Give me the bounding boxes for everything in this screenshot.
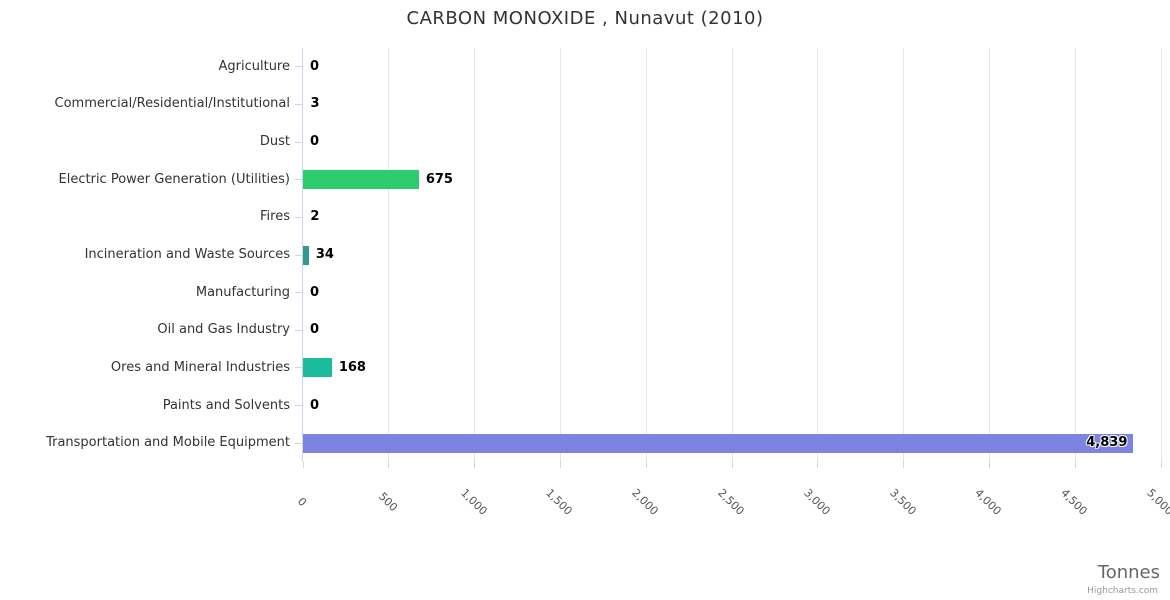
bar[interactable] (303, 433, 1134, 453)
x-axis-tick (645, 462, 647, 468)
value-label: 0 (310, 58, 320, 74)
x-axis-tick (903, 462, 905, 468)
x-tick-label: 5,000 (1144, 486, 1170, 518)
x-tick-label: 1,000 (457, 486, 490, 518)
category-label: Electric Power Generation (Utilities) (58, 171, 290, 187)
category-axis-tick (295, 405, 303, 407)
x-tick-label: 4,500 (1058, 486, 1090, 518)
x-tick-label: 4,000 (972, 486, 1005, 518)
x-tick-label: 0 (294, 494, 310, 510)
x-axis-tick (559, 462, 561, 468)
value-label: 168 (338, 359, 366, 375)
x-gridline (559, 48, 561, 462)
x-gridline (645, 48, 647, 462)
x-axis-tick (988, 462, 990, 468)
category-axis-tick (295, 179, 303, 181)
bar[interactable] (303, 170, 419, 190)
category-axis-tick (295, 103, 303, 105)
x-gridline (388, 48, 390, 462)
x-tick-label: 3,500 (886, 486, 919, 518)
x-tick-label: 1,500 (543, 486, 576, 518)
category-axis-tick (295, 216, 303, 218)
category-axis-tick (295, 442, 303, 444)
category-label: Ores and Mineral Industries (110, 359, 290, 375)
category-label: Paints and Solvents (162, 397, 290, 413)
category-label: Fires (260, 209, 290, 225)
x-gridline (988, 48, 990, 462)
x-tick-label: 2,500 (715, 486, 747, 518)
value-label: 34 (315, 247, 334, 262)
value-label: 4,839 (1086, 435, 1128, 451)
value-label: 0 (310, 284, 320, 300)
category-label: Manufacturing (195, 284, 290, 300)
category-axis-tick (295, 254, 303, 256)
value-label: 0 (310, 397, 320, 413)
x-tick-label: 3,000 (801, 486, 833, 518)
category-axis-tick (295, 292, 303, 294)
bar[interactable] (303, 358, 332, 378)
highcharts-credit-link[interactable]: Highcharts.com (1087, 586, 1158, 596)
category-axis-tick (295, 141, 303, 143)
x-gridline (731, 48, 733, 462)
x-axis-tick (731, 462, 733, 468)
value-label: 0 (310, 322, 320, 338)
x-axis-tick (388, 462, 390, 468)
category-axis-tick (295, 367, 303, 369)
category-label: Dust (259, 134, 290, 150)
x-gridline (817, 48, 819, 462)
x-gridline (1074, 48, 1076, 462)
x-gridline (1160, 48, 1162, 462)
x-axis-title: Tonnes (1097, 562, 1160, 583)
x-axis-tick (474, 462, 476, 468)
value-label: 2 (310, 209, 320, 225)
x-tick-label: 500 (375, 489, 400, 515)
category-axis-tick (295, 329, 303, 331)
value-label: 3 (310, 96, 320, 112)
category-axis-tick (295, 66, 303, 68)
x-axis-tick (1160, 462, 1162, 468)
category-label: Agriculture (218, 58, 291, 74)
category-label: Incineration and Waste Sources (84, 247, 290, 262)
category-label: Transportation and Mobile Equipment (46, 435, 290, 451)
value-label: 675 (425, 171, 453, 187)
x-gridline (903, 48, 905, 462)
x-axis-tick (302, 462, 304, 468)
x-tick-label: 2,000 (629, 486, 661, 518)
category-label: Oil and Gas Industry (157, 322, 290, 338)
bar[interactable] (303, 245, 309, 265)
category-label: Commercial/Residential/Institutional (54, 96, 291, 112)
chart-title: CARBON MONOXIDE , Nunavut (2010) (406, 8, 764, 29)
value-label: 0 (310, 134, 320, 150)
x-axis-tick (817, 462, 819, 468)
x-gridline (474, 48, 476, 462)
x-axis-tick (1074, 462, 1076, 468)
